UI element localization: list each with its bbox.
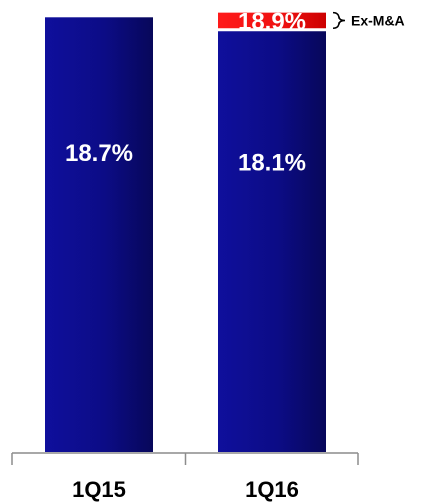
annotation-brace — [332, 11, 346, 29]
bars-layer — [45, 12, 326, 453]
labels-layer: 18.7% 18.1% 18.9% Ex-M&A — [65, 8, 405, 176]
data-label-1q15-series-1: 18.7% — [65, 140, 133, 167]
x-tick-label-1q16: 1Q16 — [245, 477, 299, 502]
bar-1q16-series-2 — [218, 12, 326, 29]
data-label-1q16-series-2: 18.9% — [238, 8, 306, 35]
bar-1q16-series-1 — [218, 31, 326, 453]
x-tick-label-1q15: 1Q15 — [72, 477, 126, 502]
x-axis: 1Q15 1Q16 — [11, 452, 359, 502]
data-label-1q16-series-1: 18.1% — [238, 150, 306, 177]
annotation-label: Ex-M&A — [351, 12, 405, 28]
bar-1q15-series-1 — [45, 17, 153, 452]
